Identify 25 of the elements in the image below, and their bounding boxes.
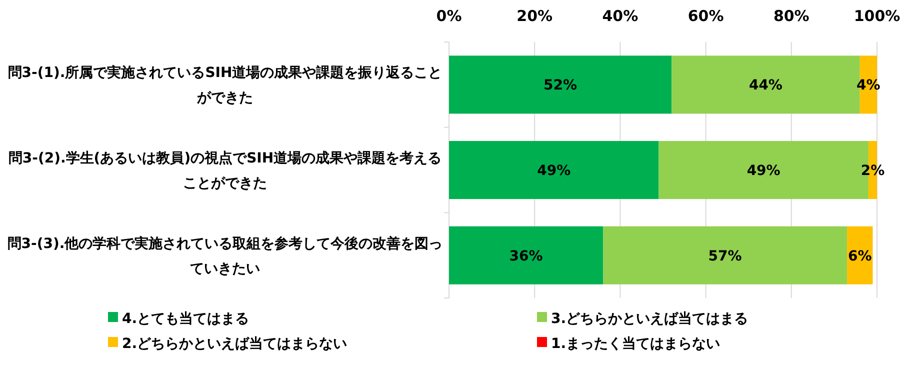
x-tick-label: 0%	[436, 7, 462, 25]
y-tick-label: 問3-(3).他の学科で実施されている取組を参考して今後の改善を図っていきたい	[7, 234, 443, 277]
y-tick-label: 問3-(1).所属で実施されているSIH道場の成果や課題を振り返ることができた	[8, 64, 442, 106]
x-tick-label: 60%	[688, 7, 724, 25]
data-label: 52%	[544, 78, 578, 94]
data-label: 6%	[848, 248, 872, 264]
y-tick-label: 問3-(2).学生(あるいは教員)の視点でSIH道場の成果や課題を考えることができた	[8, 150, 442, 192]
data-label: 57%	[708, 248, 742, 264]
bar	[449, 140, 659, 200]
data-label: 49%	[537, 163, 571, 179]
legend-label: 1.まったく当てはまらない	[551, 336, 720, 352]
bar	[449, 56, 672, 114]
data-label: 36%	[509, 248, 543, 264]
data-label: 44%	[748, 78, 782, 94]
legend-label: 2.どちらかといえば当てはまらない	[122, 336, 348, 352]
legend-label: 4.とても当てはまる	[122, 311, 250, 327]
x-tick-label: 80%	[773, 7, 810, 25]
data-label: 49%	[746, 163, 780, 179]
bar	[449, 226, 604, 284]
legend-label: 3.どちらかといえば当てはまる	[551, 311, 748, 327]
x-tick-label: 20%	[516, 7, 553, 25]
x-tick-label: 40%	[602, 7, 638, 25]
x-tick-label: 100%	[854, 7, 900, 25]
bar	[603, 226, 848, 284]
bar	[847, 226, 873, 284]
